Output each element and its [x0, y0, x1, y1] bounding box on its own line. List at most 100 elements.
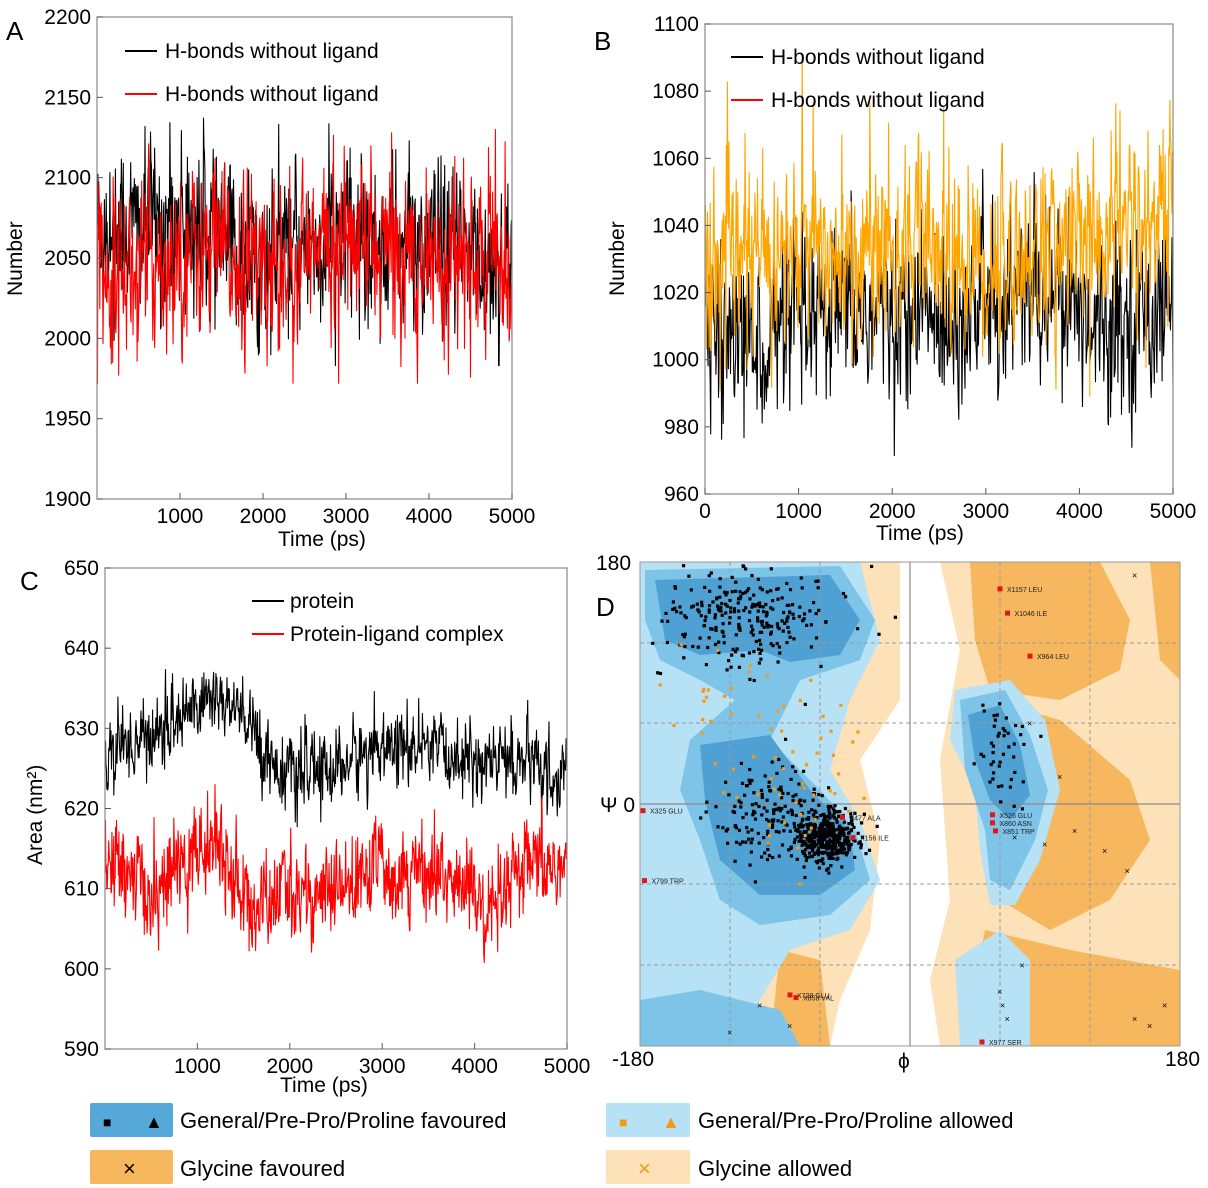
- ramachandran-point: [812, 601, 816, 605]
- ramachandran-point: [718, 577, 722, 581]
- ramachandran-point: [858, 840, 862, 844]
- ramachandran-point: [672, 723, 676, 728]
- ramachandran-point: [802, 829, 806, 834]
- cross-marker-icon: ×: [123, 1156, 136, 1181]
- ramachandran-point: [862, 796, 866, 800]
- ramachandran-point: [819, 835, 824, 839]
- ramachandran-point: [658, 671, 663, 676]
- ramachandran-point: [750, 828, 754, 832]
- ramachandran-point: [822, 830, 826, 834]
- ramachandran-point: [745, 826, 749, 830]
- ramachandran-point: [817, 793, 821, 797]
- ramachandran-point: [691, 604, 695, 608]
- ramachandran-point: [709, 627, 713, 631]
- ramachandran-point: [738, 628, 742, 632]
- panel-b-frame: [704, 23, 1174, 495]
- ramachandran-point: [808, 855, 812, 859]
- ramachandran-point: [709, 719, 713, 723]
- outlier-label: X1157 LEU: [1007, 587, 1042, 594]
- ramachandran-point: [812, 835, 816, 839]
- ramachandran-point: [724, 780, 728, 784]
- panel-b-ytick-label: 1040: [652, 214, 699, 237]
- ramachandran-point: [803, 875, 807, 880]
- ramachandran-point: [827, 833, 831, 837]
- panel-a: A 1900 1950 2000 2050 2100 2150 2200 1000 2000 3…: [4, 6, 535, 551]
- ramachandran-point: [799, 833, 803, 837]
- ramachandran-point: [776, 819, 780, 823]
- ramachandran-point: [757, 647, 761, 651]
- glycine-cross-point: ×: [1005, 1014, 1010, 1024]
- panel-b-legend-label-1: H-bonds without ligand: [771, 46, 985, 69]
- ramachandran-point: [656, 671, 660, 675]
- ramachandran-point: [768, 789, 772, 793]
- ramachandran-point: [796, 829, 800, 833]
- ramachandran-point: [814, 830, 819, 834]
- ramachandran-point: [725, 604, 729, 608]
- panel-c-ytick-label: 610: [64, 878, 99, 901]
- ramachandran-point: [995, 713, 999, 717]
- ramachandran-point: [764, 614, 768, 618]
- ramachandran-point: [734, 580, 738, 584]
- ramachandran-outliers: X1157 LEU X1046 ILE X964 LEU X477 ALA X156 I…: [640, 586, 1069, 1046]
- ramachandran-point: [805, 855, 809, 860]
- ramachandran-point: [824, 845, 828, 849]
- panel-a-ytick-label: 2200: [44, 6, 91, 29]
- ramachandran-point: [765, 590, 769, 594]
- ramachandran-point: [777, 806, 781, 810]
- ramachandran-point: [772, 787, 776, 791]
- panel-b-ytick-label: 1060: [652, 147, 699, 170]
- glycine-cross-point: ×: [997, 987, 1002, 997]
- ramachandran-point: [798, 882, 802, 886]
- ramachandran-point: [741, 591, 745, 595]
- ramachandran-point: [780, 596, 784, 600]
- ramachandran-point: [842, 834, 846, 838]
- ramachandran-point: [714, 805, 718, 809]
- ramachandran-point: [842, 851, 846, 855]
- ramachandran-point: [793, 837, 797, 841]
- ramachandran-point: [827, 856, 831, 860]
- glycine-cross-point: ×: [1012, 833, 1017, 843]
- ramachandran-point: [759, 657, 763, 661]
- ramachandran-point: [706, 645, 710, 650]
- glycine-cross-point: ×: [1132, 570, 1137, 580]
- panel-b-ytick-label: 960: [664, 483, 699, 506]
- ramachandran-point: [744, 840, 748, 844]
- ramachandran-point: [829, 834, 833, 838]
- outlier-point: [642, 878, 647, 884]
- ramachandran-point: [813, 817, 817, 821]
- ramachandran-point: [803, 833, 807, 838]
- ramachandran-point: [805, 822, 809, 827]
- ramachandran-point: [695, 602, 699, 606]
- ramachandran-point: [714, 625, 718, 630]
- glycine-cross-point: ×: [1102, 846, 1107, 856]
- ramachandran-point: [992, 714, 996, 718]
- ramachandran-point: [826, 847, 830, 851]
- ramachandran-point: [769, 777, 773, 781]
- ramachandran-point: [830, 846, 834, 851]
- ramachandran-point: [766, 842, 770, 846]
- ramachandran-point: [802, 865, 806, 869]
- ramachandran-point: [735, 795, 739, 799]
- ramachandran-point: [771, 599, 775, 603]
- ramachandran-point: [832, 841, 836, 845]
- ramachandran-point: [783, 821, 787, 825]
- ramachandran-point: [729, 610, 733, 614]
- ramachandran-point: [665, 640, 669, 645]
- ramachandran-point: [849, 829, 853, 833]
- ramachandran-point: [802, 831, 806, 835]
- ramachandran-point: [769, 632, 773, 636]
- ramachandran-point: [843, 839, 847, 843]
- ramachandran-point: [799, 804, 803, 808]
- ramachandran-point: [757, 661, 761, 665]
- ramachandran-point: [757, 603, 761, 607]
- ramachandran-point: [808, 609, 812, 613]
- ramachandran-point: [718, 585, 722, 589]
- panel-b-series-2-line: [705, 54, 1173, 397]
- key-item-glycine-allowed: × Glycine allowed: [606, 1150, 852, 1184]
- ramachandran-point: [750, 803, 754, 807]
- ramachandran-point: [740, 781, 745, 785]
- outlier-point: [1005, 610, 1010, 616]
- ramachandran-point: [678, 605, 682, 609]
- ramachandran-point: [1001, 752, 1005, 756]
- ramachandran-point: [867, 848, 872, 852]
